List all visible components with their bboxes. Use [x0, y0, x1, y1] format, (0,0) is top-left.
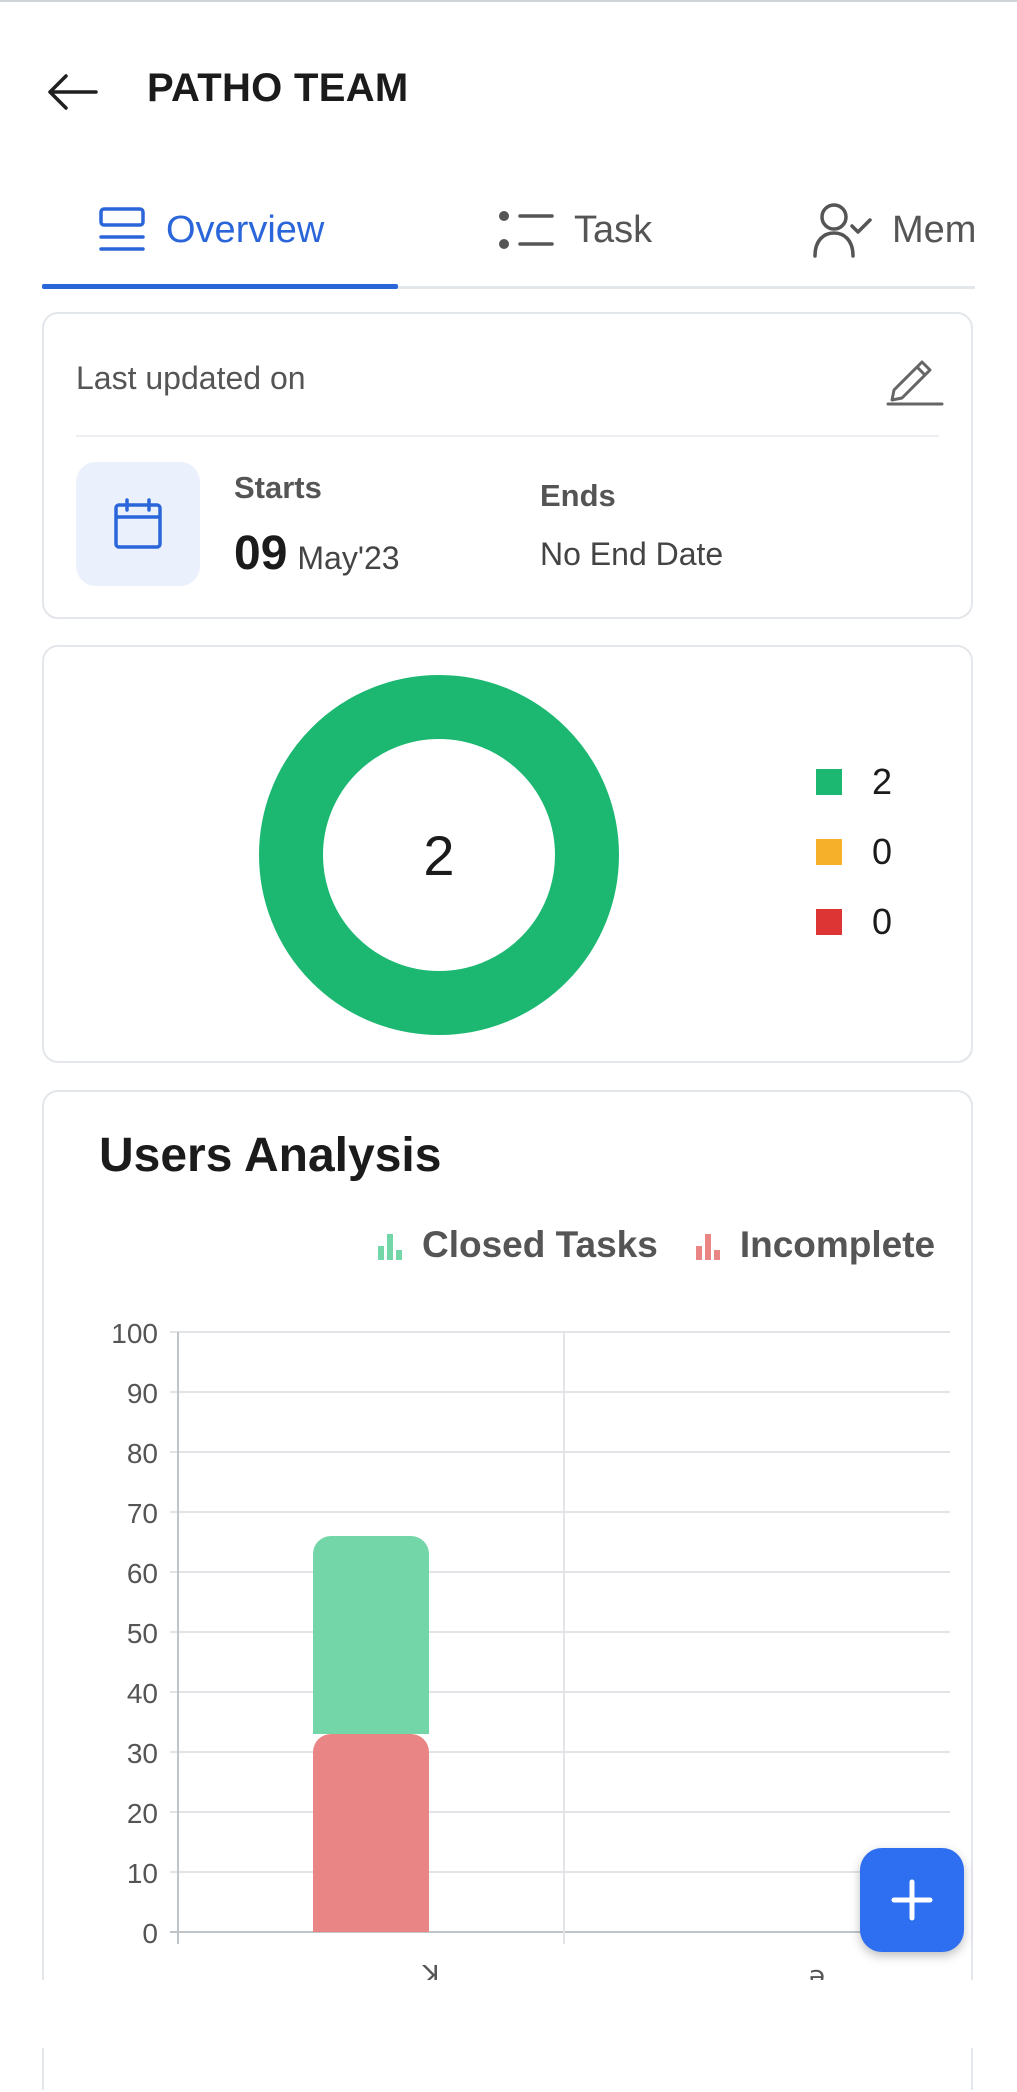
y-tick-label: 60 — [127, 1558, 158, 1589]
legend-closed-tasks[interactable]: Closed Tasks — [376, 1224, 658, 1266]
y-tick-label: 80 — [127, 1438, 158, 1469]
last-updated-label: Last updated on — [76, 360, 306, 396]
plus-icon — [891, 1879, 933, 1921]
edit-button[interactable] — [882, 346, 946, 410]
legend-value: 0 — [872, 901, 893, 942]
active-tab-indicator — [42, 284, 398, 289]
start-month: May'23 — [297, 540, 400, 576]
app-header: PATHO TEAM — [0, 40, 1017, 140]
pencil-icon — [886, 360, 944, 406]
donut-legend: 2 0 0 — [816, 747, 892, 957]
tab-members-label: Mem — [892, 208, 977, 251]
y-tick-label: 50 — [127, 1618, 158, 1649]
legend-item: 0 — [816, 817, 892, 887]
y-tick-label: 0 — [142, 1918, 158, 1949]
tab-members[interactable]: Mem — [812, 190, 976, 270]
start-day: 09 — [234, 527, 288, 580]
chart-legend: Closed Tasks Incomplete — [376, 1224, 956, 1266]
page-title: PATHO TEAM — [147, 66, 409, 110]
back-button[interactable] — [40, 64, 104, 120]
donut-center-value: 2 — [423, 823, 455, 887]
tab-bar: Overview Task Mem — [42, 170, 976, 289]
tab-overview[interactable]: Overview — [98, 190, 324, 270]
legend-value: 0 — [872, 831, 893, 872]
starts-label: Starts — [234, 470, 322, 505]
legend-item: 2 — [816, 747, 892, 817]
bar-chart-icon — [378, 1234, 402, 1260]
ends-label: Ends — [540, 478, 616, 513]
y-tick-label: 90 — [127, 1378, 158, 1409]
dates-card: Last updated on Starts 09 May'23 Ends No… — [42, 312, 973, 619]
tab-overview-label: Overview — [166, 208, 325, 251]
legend-item: 0 — [816, 887, 892, 957]
status-donut: 2 — [258, 674, 620, 1036]
task-status-card: 2 2 0 0 — [42, 645, 973, 1063]
legend-incomplete-label: Incomplete — [739, 1224, 936, 1265]
legend-swatch-yellow — [816, 839, 842, 865]
y-tick-label: 70 — [127, 1498, 158, 1529]
overview-icon — [99, 207, 145, 251]
donut-ring — [259, 675, 619, 1035]
member-check-icon — [813, 203, 872, 258]
arrow-left-icon — [48, 74, 98, 110]
bottom-blank — [0, 1980, 1017, 2048]
legend-swatch-green — [816, 769, 842, 795]
users-analysis-card: Users Analysis Closed Tasks Incomplete 0… — [42, 1090, 973, 2090]
chart-title: Users Analysis — [99, 1129, 442, 1182]
start-date: 09 May'23 — [234, 526, 400, 581]
bar-chart-icon — [695, 1234, 720, 1260]
y-tick-label: 30 — [127, 1738, 158, 1769]
tab-task-label: Task — [574, 208, 653, 251]
y-tick-label: 10 — [127, 1858, 158, 1889]
bar-segment-base — [313, 1912, 429, 1932]
add-fab-button[interactable] — [860, 1848, 964, 1952]
calendar-badge — [76, 462, 200, 586]
bar-segment-base — [313, 1714, 429, 1734]
card-divider — [76, 435, 939, 437]
legend-incomplete[interactable]: Incomplete — [694, 1224, 935, 1266]
calendar-icon — [114, 498, 162, 549]
y-tick-label: 20 — [127, 1798, 158, 1829]
task-list-icon — [499, 211, 554, 249]
y-tick-label: 100 — [111, 1318, 158, 1349]
bar-segment — [313, 1734, 429, 1932]
bar-segment — [313, 1536, 429, 1734]
legend-value: 2 — [872, 761, 893, 802]
legend-closed-tasks-label: Closed Tasks — [422, 1224, 658, 1265]
end-date: No End Date — [540, 536, 724, 572]
tab-task[interactable]: Task — [498, 190, 652, 270]
y-tick-label: 40 — [127, 1678, 158, 1709]
legend-swatch-red — [816, 909, 842, 935]
status-bar-divider — [0, 0, 1017, 2]
